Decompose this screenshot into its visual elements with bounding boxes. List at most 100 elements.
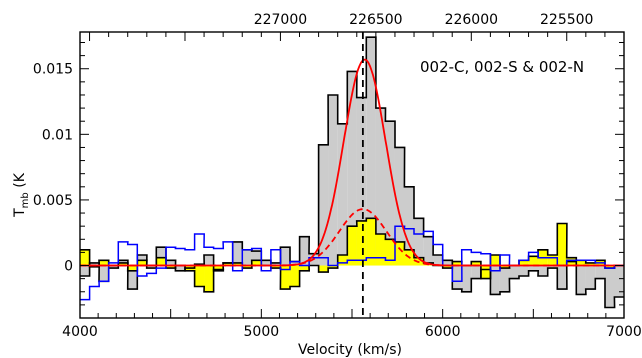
yellow-histogram-bar [299,265,310,271]
yellow-histogram-bar [99,260,109,266]
yellow-series-line [80,217,624,293]
yellow-histogram-bar [547,255,558,266]
yellow-histogram-bar [194,265,205,287]
gray-histogram-bar [251,251,262,266]
axes: 4000 5000 6000 7000 227000 226500 226000 225500… [33,12,642,340]
annotation-label: 002-C, 002-S & 002-N [420,58,584,76]
gray-histogram-bar [509,265,520,279]
yellow-histogram-bar [385,239,395,266]
gray-histogram-bar [328,94,338,266]
yellow-histogram-bar [137,260,147,266]
gray-histogram-bar [232,241,243,266]
gray-histogram-bar [204,255,214,266]
x-tick-label: 6000 [425,324,461,340]
yellow-histogram-bar [519,260,529,266]
y-tick-label: 0 [64,259,73,275]
gray-histogram-bar [604,265,615,308]
gray-histogram-bar [89,262,100,266]
yellow-histogram-bar [490,255,500,266]
yellow-histogram-bar [251,260,262,266]
yellow-histogram-bar [156,257,166,266]
x-axis-label: Velocity (km/s) [298,342,402,358]
yellow-histogram-bar [528,256,539,266]
gray-histogram-bar [519,265,529,277]
yellow-histogram-bar [118,262,128,266]
gray-histogram-bar [585,265,596,290]
blue-series-line [80,225,624,301]
gray-histogram-bar [299,236,310,266]
gray-histogram-bar [242,249,252,266]
plot-area [80,32,624,318]
gray-histogram-bar [261,260,271,266]
gray-histogram-bar [414,218,424,266]
yellow-histogram-bar [557,223,567,266]
x-tick-label: 7000 [606,324,642,340]
gray-histogram-bar [280,247,290,266]
gray-histogram-bar [528,265,539,271]
yellow-histogram-bar [232,262,243,266]
gray-histogram-bar [375,108,386,266]
yellow-histogram-bar [242,265,252,269]
gray-histogram-bar [538,265,548,277]
y-axis-label: Tmb (K [12,172,31,218]
gray-histogram-bar [99,265,109,282]
gray-histogram-bar [394,147,405,266]
y-axis-label-main: T [12,208,28,218]
gray-histogram-bar [80,265,90,277]
gray-histogram-bar [442,260,453,266]
yellow-histogram-bar [270,265,281,269]
top-tick-label: 227000 [254,12,307,28]
yellow-histogram-bar [471,261,481,266]
yellow-histogram-bar [394,241,405,266]
yellow-histogram-bar [204,265,214,292]
top-tick-label: 226000 [445,12,498,28]
yellow-histogram-bar [356,220,367,266]
y-axis-label-tail: (K [12,172,28,192]
yellow-histogram-bar [318,265,329,273]
yellow-histogram-bar [442,265,453,269]
gray-histogram-bar [318,144,329,266]
gray-histogram-bar [127,265,138,290]
yellow-histogram-bar [576,260,586,266]
yellow-histogram-bar [289,265,300,287]
yellow-histogram-bar [604,265,615,269]
gray-histogram-bar [270,262,281,266]
gray-histogram-bar [347,71,357,266]
gray-histogram-bar [156,247,166,266]
gray-histogram-bar [175,265,185,271]
gray-histogram-bar [366,37,376,266]
gray-histogram-bar [165,260,176,266]
yellow-histogram-bar [127,265,138,271]
top-tick-label: 226500 [349,12,402,28]
yellow-histogram-bar [499,265,510,269]
gray-histogram-bar [108,265,119,269]
gray-histogram-bar [423,236,434,266]
yellow-histogram-bar [452,261,462,266]
yellow-histogram-bar [328,265,338,269]
gray-histogram-bar [471,265,481,279]
yellow-histogram-bar [480,265,491,279]
y-axis-label-sub: mb [20,192,31,208]
yellow-histogram-bar [80,249,90,266]
gray-series-line [80,36,624,309]
y-tick-label: 0.005 [33,193,73,209]
yellow-histogram-bar [337,255,348,266]
red-dashed-gaussian-fit-line [80,208,624,267]
gray-histogram-bar [576,265,586,295]
yellow-histogram-bar [280,265,290,290]
top-tick-label: 225500 [540,12,593,28]
gray-histogram-bar [614,265,624,298]
gray-histogram-bar [595,265,605,279]
gray-histogram-bar [433,255,443,266]
gray-histogram-bar [337,123,348,266]
y-tick-label: 0.015 [33,62,73,78]
gray-histogram-bar [499,265,510,292]
gray-histogram-bar [547,265,558,269]
gray-histogram-bar [404,186,415,266]
gray-histogram-bar [452,265,462,290]
gray-histogram-bar [146,265,157,269]
yellow-histogram-bar [585,262,596,266]
yellow-histogram-bar [347,226,357,266]
gray-histogram-bar [557,265,567,290]
